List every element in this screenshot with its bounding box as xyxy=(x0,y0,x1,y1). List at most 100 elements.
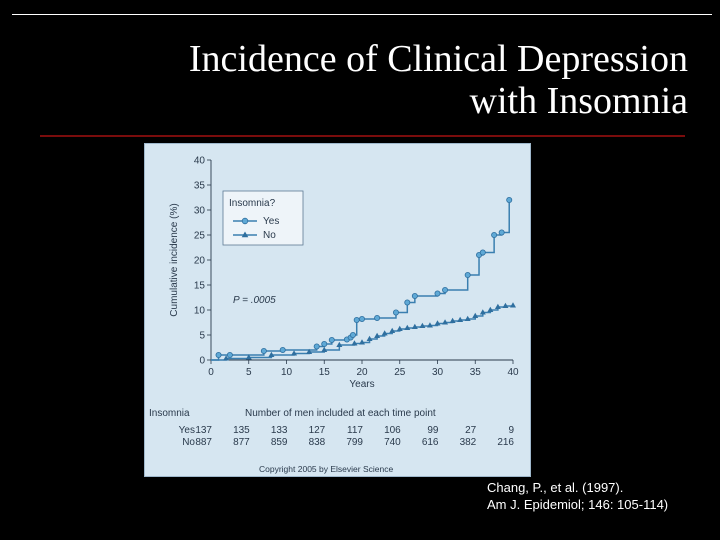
data-point-no xyxy=(245,354,252,360)
data-point-yes xyxy=(434,290,441,297)
legend-marker-no xyxy=(241,231,249,238)
citation: Chang, P., et al. (1997). Am J. Epidemio… xyxy=(487,479,668,513)
y-axis-label: Cumulative incidence (%) xyxy=(169,203,180,316)
at-risk-label-no: No xyxy=(182,437,195,448)
legend-title: Insomnia? xyxy=(229,198,276,209)
data-point-yes xyxy=(374,314,381,321)
x-tick-label: 25 xyxy=(394,367,406,378)
data-point-no xyxy=(291,350,298,356)
at-risk-value: 740 xyxy=(384,437,401,448)
at-risk-value: 616 xyxy=(422,437,439,448)
at-risk-header: Number of men included at each time poin… xyxy=(245,408,436,419)
at-risk-value: 887 xyxy=(195,437,212,448)
data-point-no xyxy=(442,319,449,325)
p-value-annotation: P = .0005 xyxy=(233,295,276,306)
citation-line-2: Am J. Epidemiol; 146: 105-114) xyxy=(487,497,669,512)
data-point-no xyxy=(359,339,365,345)
data-point-yes xyxy=(321,340,328,347)
at-risk-value: 135 xyxy=(233,425,250,436)
data-point-no xyxy=(268,351,275,357)
at-risk-value: 27 xyxy=(465,425,477,436)
data-point-no xyxy=(464,315,471,321)
at-risk-value: 106 xyxy=(384,425,401,436)
data-point-no xyxy=(223,355,230,361)
at-risk-label-yes: Yes xyxy=(179,425,195,436)
data-point-no xyxy=(457,316,464,322)
data-point-yes xyxy=(215,351,222,358)
x-tick-label: 20 xyxy=(356,367,368,378)
data-point-yes xyxy=(358,315,365,322)
data-point-no xyxy=(411,323,418,329)
legend-label-yes: Yes xyxy=(263,216,279,227)
chart-legend: Insomnia? Yes No xyxy=(222,190,304,246)
data-point-no xyxy=(404,324,411,330)
data-point-no xyxy=(381,330,388,336)
data-point-yes xyxy=(392,309,399,316)
data-point-yes xyxy=(349,331,356,338)
data-point-no xyxy=(510,302,516,308)
at-risk-value: 216 xyxy=(497,437,514,448)
data-point-yes xyxy=(479,249,486,256)
data-point-no xyxy=(502,302,509,308)
chart-series xyxy=(211,197,516,361)
x-tick-label: 40 xyxy=(507,367,519,378)
data-point-no xyxy=(374,332,381,338)
chart-axes: 0 5 10 15 20 25 30 35 40 0 5 10 15 20 25 30 35 40 Years Cum… xyxy=(169,156,519,391)
data-point-yes xyxy=(260,347,267,354)
data-point-no xyxy=(426,322,433,328)
data-point-no xyxy=(389,327,396,333)
at-risk-value: 137 xyxy=(195,425,212,436)
data-point-yes xyxy=(313,343,320,350)
data-point-no xyxy=(419,322,426,328)
y-tick-label: 40 xyxy=(194,156,206,167)
data-point-no xyxy=(449,317,456,323)
at-risk-table: Insomnia Number of men included at each t… xyxy=(149,408,514,448)
y-tick-label: 15 xyxy=(194,281,206,292)
data-point-yes xyxy=(464,271,471,278)
at-risk-value: 382 xyxy=(460,437,477,448)
data-point-yes xyxy=(226,351,233,358)
at-risk-value: 838 xyxy=(309,437,326,448)
data-point-yes xyxy=(506,197,513,204)
at-risk-value: 133 xyxy=(271,425,288,436)
x-tick-label: 15 xyxy=(319,367,331,378)
data-point-no xyxy=(494,303,501,309)
data-point-no xyxy=(472,312,479,318)
data-point-no xyxy=(479,309,486,315)
data-point-yes xyxy=(498,229,505,236)
slide-title-line-2: with Insomnia xyxy=(469,80,688,122)
data-point-no xyxy=(336,341,343,347)
data-point-no xyxy=(306,348,313,354)
data-point-no xyxy=(434,320,441,326)
chart-figure: 0 5 10 15 20 25 30 35 40 0 5 10 15 20 25 30 35 40 Years Cum… xyxy=(144,143,531,477)
y-tick-label: 10 xyxy=(194,306,206,317)
legend-marker-yes xyxy=(241,217,249,225)
at-risk-value: 799 xyxy=(346,437,363,448)
data-point-no xyxy=(396,325,403,331)
title-divider xyxy=(40,135,685,137)
y-tick-label: 0 xyxy=(199,356,205,367)
legend-label-no: No xyxy=(263,230,276,241)
at-risk-value: 9 xyxy=(508,425,514,436)
data-point-yes xyxy=(442,286,449,293)
copyright-note: Copyright 2005 by Elsevier Science xyxy=(259,464,393,474)
y-tick-label: 35 xyxy=(194,181,206,192)
y-tick-label: 5 xyxy=(199,331,205,342)
data-point-yes xyxy=(328,336,335,343)
at-risk-value: 859 xyxy=(271,437,288,448)
x-tick-label: 35 xyxy=(470,367,482,378)
x-tick-label: 5 xyxy=(246,367,252,378)
data-point-yes xyxy=(279,346,286,353)
y-tick-label: 30 xyxy=(194,206,206,217)
data-point-no xyxy=(351,340,358,346)
data-point-no xyxy=(366,335,373,341)
legend-box xyxy=(222,190,304,246)
data-point-yes xyxy=(491,232,498,239)
slide-title-line-1: Incidence of Clinical Depression xyxy=(188,38,688,80)
y-tick-label: 20 xyxy=(194,256,206,267)
data-point-yes xyxy=(411,292,418,299)
at-risk-row-header: Insomnia xyxy=(149,408,190,419)
at-risk-value: 117 xyxy=(347,425,363,436)
slide-frame-line xyxy=(12,14,712,15)
citation-line-1: Chang, P., et al. (1997). xyxy=(487,480,624,495)
